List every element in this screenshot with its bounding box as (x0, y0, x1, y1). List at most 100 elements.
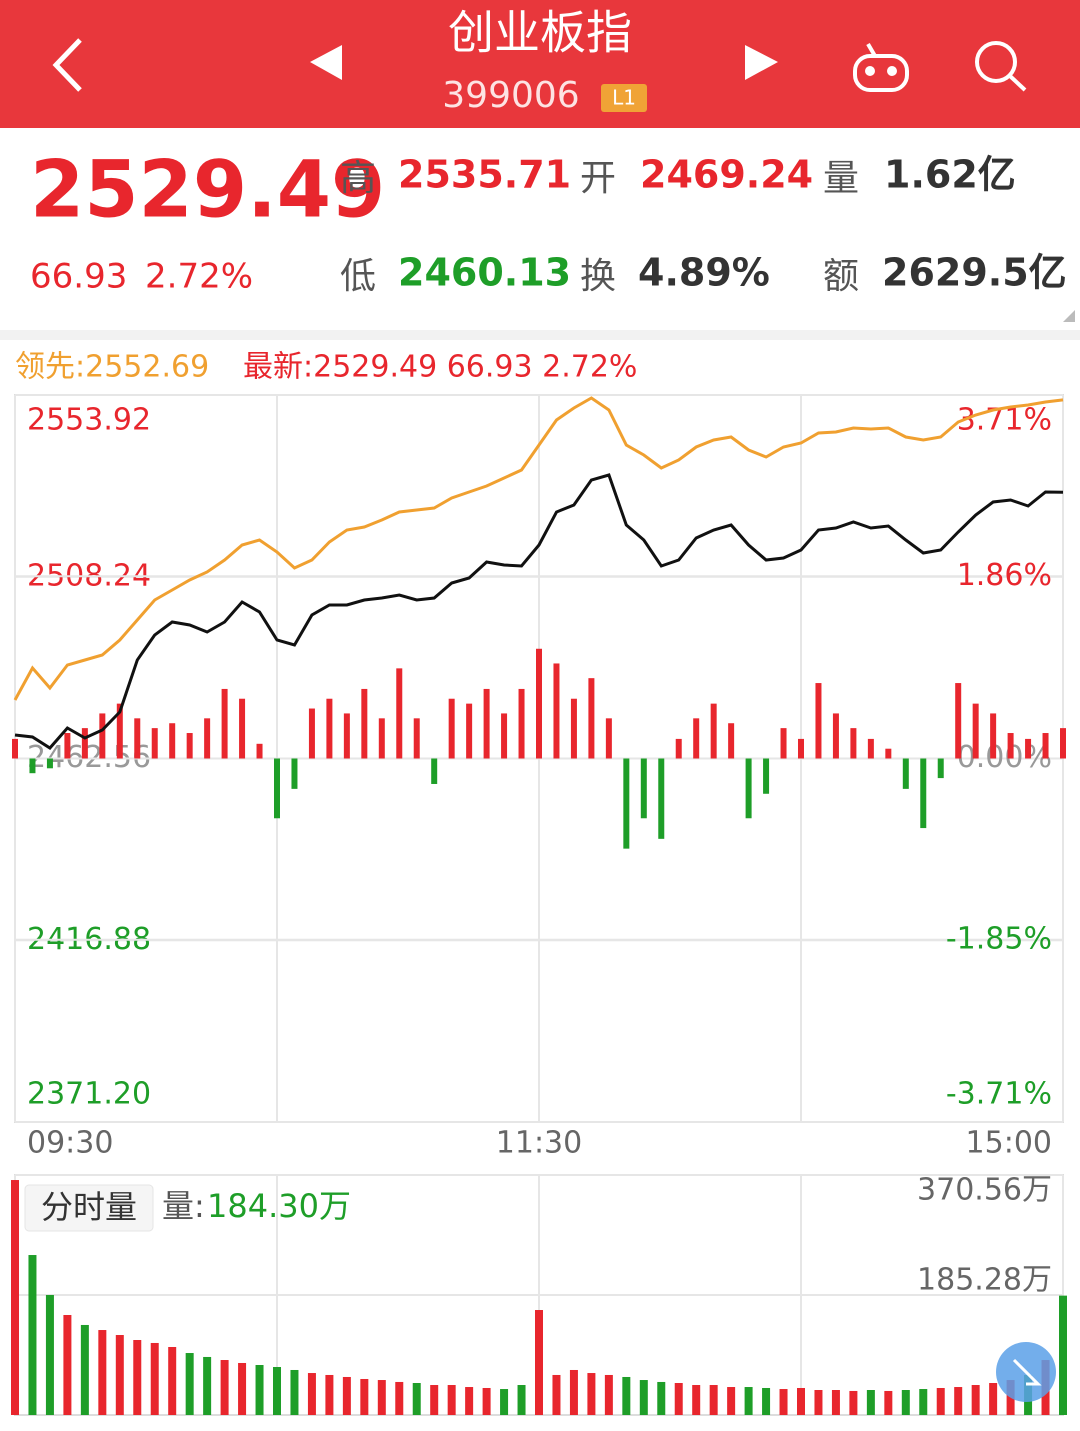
diff-bar (378, 718, 385, 759)
y-tick-label: 2371.20 (27, 1077, 151, 1112)
y-tick-label: 185.28万 (917, 1263, 1052, 1298)
field-value: 2535.71 (398, 153, 571, 197)
volume-bar (901, 1390, 910, 1415)
diff-bar (658, 758, 665, 839)
field-label: 量 (823, 158, 859, 199)
volume-bar (831, 1390, 840, 1415)
change-pct: 2.72% (145, 257, 253, 297)
volume-bar (133, 1340, 142, 1415)
diff-bar (745, 758, 752, 819)
diff-bar (955, 683, 962, 759)
volume-bar (709, 1385, 718, 1415)
volume-bar (115, 1335, 124, 1415)
diff-bar (46, 758, 53, 769)
legend-lead: 领先:2552.69 (15, 350, 209, 385)
y2-tick-label: 1.86% (957, 558, 1052, 593)
diff-bar (413, 718, 420, 759)
volume-button-label[interactable]: 分时量 (41, 1188, 137, 1226)
volume-bar (639, 1380, 648, 1415)
volume-bar (971, 1385, 980, 1415)
diff-bar (204, 718, 211, 759)
diff-bar (728, 723, 735, 759)
volume-bar (203, 1356, 212, 1415)
badge: L1 (612, 86, 636, 110)
volume-bar (919, 1389, 928, 1415)
diff-bar (623, 758, 630, 849)
diff-bar (169, 723, 176, 759)
volume-bar (28, 1255, 37, 1415)
volume-bar (63, 1315, 72, 1415)
diff-bar (867, 738, 874, 759)
volume-bar (45, 1294, 54, 1415)
diff-bar (693, 718, 700, 759)
volume-bar (255, 1365, 264, 1415)
diff-bar (518, 688, 525, 759)
diff-bar (448, 698, 455, 759)
volume-bar (273, 1367, 281, 1415)
robot-icon[interactable] (853, 42, 909, 92)
volume-bar (622, 1376, 631, 1415)
volume-bar (377, 1380, 386, 1415)
volume-bar (482, 1387, 491, 1415)
volume-bar (604, 1374, 613, 1415)
diff-bar (274, 758, 280, 819)
expand-corner[interactable] (1063, 310, 1075, 322)
volume-bar (430, 1385, 439, 1415)
volume-bar (989, 1383, 998, 1415)
title: 创业板指 (448, 6, 632, 60)
code: 399006 (442, 75, 579, 116)
field-label: 换 (580, 256, 616, 297)
legend-latest: 最新:2529.49 66.93 2.72% (243, 350, 637, 385)
diff-bar (675, 738, 682, 759)
next-button[interactable] (745, 45, 778, 80)
diff-bar (326, 698, 333, 759)
field-label: 高 (340, 158, 376, 199)
diff-bar (239, 698, 246, 759)
volume-bar (657, 1381, 666, 1415)
volume-bar (238, 1362, 247, 1415)
volume-button[interactable] (24, 1184, 154, 1232)
back-button[interactable] (52, 38, 82, 92)
diff-bar (920, 758, 927, 829)
volume-bar (220, 1360, 229, 1415)
volume-bar (290, 1369, 299, 1415)
volume-bar (779, 1389, 788, 1415)
diff-bar (396, 668, 403, 759)
volume-bar (552, 1374, 561, 1415)
float-button[interactable] (996, 1342, 1056, 1402)
volume-bar (744, 1387, 753, 1415)
diff-bar (291, 758, 298, 789)
volume-bar (727, 1387, 736, 1415)
diff-bar (256, 743, 263, 759)
badge-bg (601, 84, 647, 112)
diff-bar (850, 728, 857, 759)
diff-bar (605, 718, 612, 759)
header-bar (0, 0, 1080, 128)
diff-bar (29, 758, 36, 774)
diff-bar (186, 733, 193, 759)
volume-bar (98, 1330, 107, 1415)
diff-bar (902, 758, 909, 789)
diff-bar (151, 728, 158, 759)
volume-bar (447, 1385, 456, 1415)
volume-bar (412, 1383, 421, 1415)
diff-bar (937, 758, 944, 779)
volume-bar (307, 1373, 316, 1415)
x-tick-label: 09:30 (27, 1126, 113, 1161)
volume-bar (814, 1390, 823, 1415)
volume-bar (11, 1180, 19, 1415)
diff-bar (763, 758, 770, 794)
volume-bar (360, 1378, 369, 1415)
search-icon[interactable] (975, 41, 1027, 92)
price: 2529.49 (30, 145, 385, 235)
y-tick-label: 370.56万 (917, 1173, 1052, 1208)
volume-bar (535, 1310, 543, 1415)
volume-bar (762, 1387, 771, 1415)
volume-bar (185, 1353, 194, 1415)
diff-bar (1025, 738, 1032, 759)
volume-bar (465, 1387, 474, 1415)
diff-bar (536, 648, 542, 759)
prev-button[interactable] (310, 45, 342, 80)
diff-bar (483, 688, 490, 759)
field-value: 2460.13 (398, 251, 571, 295)
